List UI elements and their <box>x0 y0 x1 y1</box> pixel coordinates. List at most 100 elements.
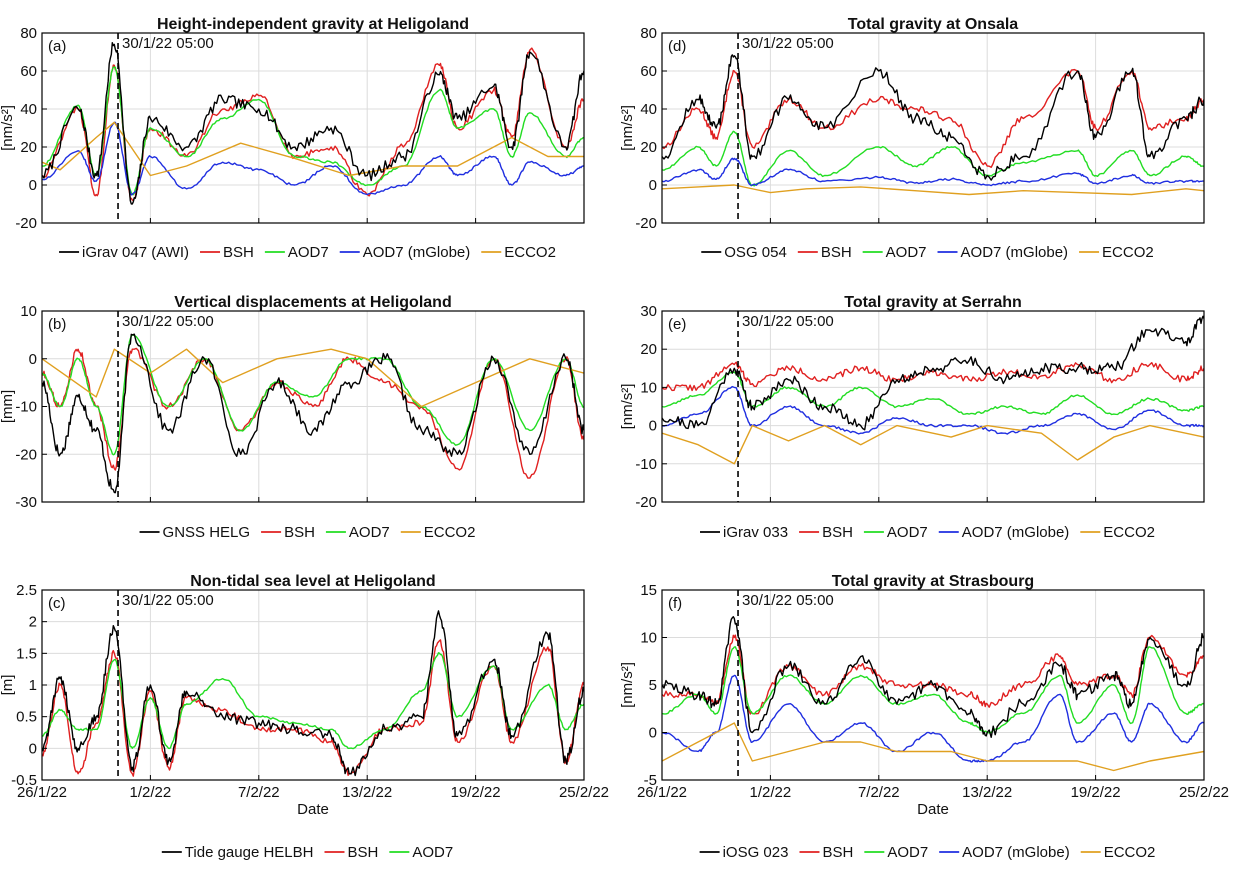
y-tick-label: 0 <box>649 177 657 194</box>
y-tick-label: -10 <box>635 456 657 473</box>
x-tick-label: 13/2/22 <box>962 784 1012 801</box>
legend: Tide gauge HELBH BSH AOD7 <box>161 844 453 861</box>
x-tick-label: 1/2/22 <box>130 784 172 801</box>
event-label: 30/1/22 05:00 <box>742 35 834 52</box>
panel-letter: (f) <box>668 595 682 612</box>
y-tick-label: -20 <box>635 494 657 511</box>
legend-entry: ECCO2 <box>1102 244 1154 261</box>
legend-entry: ECCO2 <box>504 244 556 261</box>
panel-letter: (d) <box>668 38 686 55</box>
series-group <box>662 315 1204 465</box>
series-line-bsh <box>662 68 1204 168</box>
y-tick-label: 0 <box>29 740 37 757</box>
x-tick-label: 19/2/22 <box>1071 784 1121 801</box>
y-tick-label: 30 <box>640 303 657 320</box>
panel-title: Height-independent gravity at Heligoland <box>157 16 469 33</box>
y-tick-label: -30 <box>15 494 37 511</box>
panel-f: 30/1/22 05:00 -5 0 5 10 15 26/1/22 1/2/22 7/2/22… <box>619 573 1229 861</box>
series-line-aod7-mglobe- <box>662 674 1204 763</box>
panel-letter: (c) <box>48 595 66 612</box>
legend-entry: AOD7 (mGlobe) <box>962 524 1070 541</box>
event-label: 30/1/22 05:00 <box>122 35 214 52</box>
y-tick-label: 20 <box>20 139 37 156</box>
legend-entry: AOD7 <box>288 244 329 261</box>
y-tick-label: 2 <box>29 614 37 631</box>
series-line-bsh <box>662 634 1204 715</box>
y-tick-label: -0.5 <box>11 772 37 789</box>
y-tick-label: 80 <box>20 25 37 42</box>
series-line-osg-054 <box>662 54 1204 181</box>
legend-entry: iGrav 047 (AWI) <box>82 244 189 261</box>
y-tick-label: 1 <box>29 677 37 694</box>
y-tick-label: 0 <box>29 351 37 368</box>
legend-entry: AOD7 (mGlobe) <box>962 844 1070 861</box>
series-group <box>42 610 584 777</box>
y-tick-label: 5 <box>649 677 657 694</box>
legend: iGrav 033 BSH AOD7 AOD7 (mGlobe) ECCO2 <box>700 524 1155 541</box>
panel-title: Vertical displacements at Heligoland <box>174 294 451 311</box>
y-axis-label: [nm/s²] <box>619 384 636 430</box>
x-tick-label: 26/1/22 <box>637 784 687 801</box>
y-axis-label: [nm/s²] <box>0 105 16 151</box>
panel-title: Non-tidal sea level at Heligoland <box>190 573 435 590</box>
legend-entry: AOD7 (mGlobe) <box>363 244 471 261</box>
y-tick-label: -20 <box>635 215 657 232</box>
axes-box <box>41 32 585 224</box>
axes-box <box>661 310 1205 503</box>
event-label: 30/1/22 05:00 <box>122 313 214 330</box>
legend-entry: ECCO2 <box>424 524 476 541</box>
series-group <box>42 333 584 494</box>
legend-entry: AOD7 <box>887 844 928 861</box>
y-tick-label: 10 <box>640 630 657 647</box>
y-tick-label: 40 <box>20 101 37 118</box>
series-line-gnss-helg <box>42 333 584 494</box>
y-tick-label: 1.5 <box>16 645 37 662</box>
legend-entry: ECCO2 <box>1104 844 1156 861</box>
panel-e: 30/1/22 05:00 -20 -10 0 10 20 30 [nm/s²] Total g… <box>619 294 1205 541</box>
y-tick-label: 60 <box>20 63 37 80</box>
legend-entry: AOD7 <box>349 524 390 541</box>
x-tick-label: 25/2/22 <box>1179 784 1229 801</box>
x-tick-label: 19/2/22 <box>451 784 501 801</box>
legend-entry: OSG 054 <box>724 244 787 261</box>
x-tick-label: 26/1/22 <box>17 784 67 801</box>
x-axis-label: Date <box>917 801 949 818</box>
y-tick-label: -10 <box>15 399 37 416</box>
panel-title: Total gravity at Strasbourg <box>832 573 1034 590</box>
legend: iGrav 047 (AWI) BSH AOD7 AOD7 (mGlobe) ECCO2 <box>59 244 556 261</box>
y-tick-label: -20 <box>15 446 37 463</box>
panel-letter: (a) <box>48 38 66 55</box>
series-line-tide-gauge-helbh <box>42 610 584 777</box>
panel-title: Total gravity at Onsala <box>848 16 1019 33</box>
event-label: 30/1/22 05:00 <box>742 592 834 609</box>
legend: GNSS HELG BSH AOD7 ECCO2 <box>139 524 476 541</box>
legend-entry: BSH <box>822 524 853 541</box>
x-tick-label: 13/2/22 <box>342 784 392 801</box>
y-tick-label: 10 <box>640 379 657 396</box>
series-line-ecco2 <box>42 348 584 408</box>
series-line-ecco2 <box>662 184 1204 196</box>
series-line-aod7 <box>662 646 1204 734</box>
legend-entry: Tide gauge HELBH <box>185 844 314 861</box>
y-tick-label: 40 <box>640 101 657 118</box>
x-tick-label: 7/2/22 <box>858 784 900 801</box>
legend-entry: GNSS HELG <box>163 524 251 541</box>
legend-entry: AOD7 <box>886 244 927 261</box>
series-line-ecco2 <box>42 121 584 177</box>
series-line-aod7 <box>662 130 1204 187</box>
y-tick-label: 0 <box>29 177 37 194</box>
series-line-iosg-023 <box>662 616 1204 738</box>
y-tick-label: 15 <box>640 582 657 599</box>
y-tick-label: 2.5 <box>16 582 37 599</box>
legend: OSG 054 BSH AOD7 AOD7 (mGlobe) ECCO2 <box>701 244 1154 261</box>
series-line-igrav-047-awi- <box>42 42 584 205</box>
series-group <box>662 54 1204 196</box>
legend-entry: iGrav 033 <box>723 524 788 541</box>
x-axis-label: Date <box>297 801 329 818</box>
y-tick-label: -5 <box>644 772 657 789</box>
series-line-aod7-mglobe- <box>662 385 1204 435</box>
y-tick-label: 0 <box>649 725 657 742</box>
legend-entry: BSH <box>284 524 315 541</box>
series-line-ecco2 <box>662 424 1204 465</box>
